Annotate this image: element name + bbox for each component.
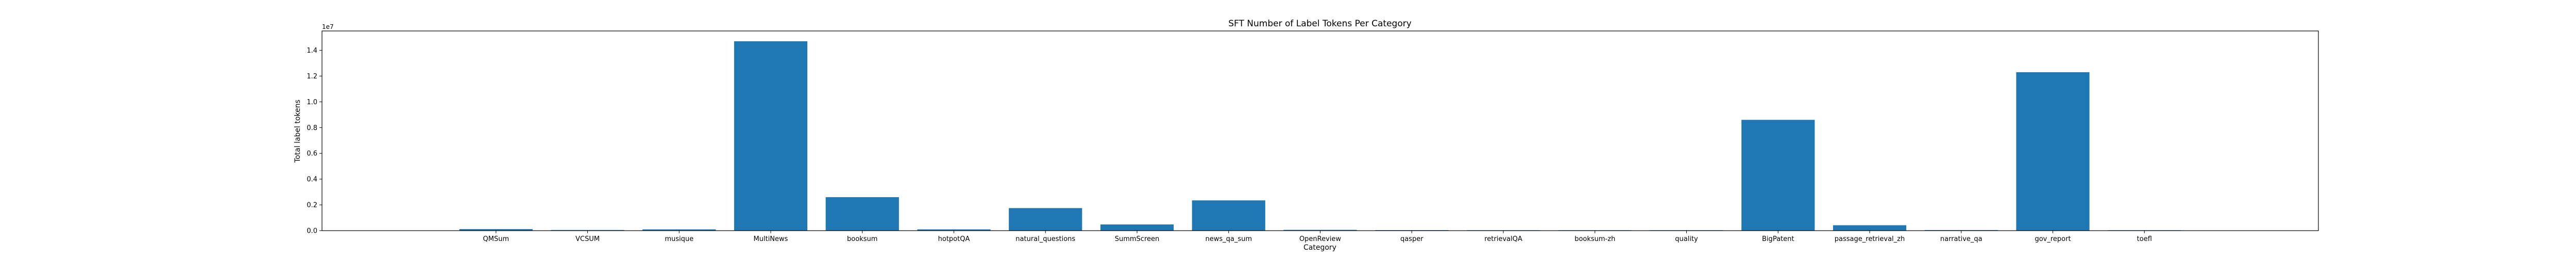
x-tick-label: news_qa_sum <box>1205 235 1252 243</box>
x-axis-title: Category <box>1303 244 1336 252</box>
x-tick-label: booksum <box>847 235 877 243</box>
bar-natural_questions <box>1009 208 1082 231</box>
y-tick-label: 0.2 <box>307 202 317 209</box>
y-tick-label: 0.0 <box>307 228 317 235</box>
x-tick-label: hotpotQA <box>938 235 970 243</box>
y-tick-label: 1.0 <box>307 99 317 106</box>
x-axis: QMSum VCSUM musique MultiNews booksum hotpotQ… <box>483 231 2152 243</box>
chart-title: SFT Number of Label Tokens Per Category <box>1228 19 1412 29</box>
bar-hotpotQA <box>917 229 991 231</box>
bar-MultiNews <box>734 41 808 231</box>
bar-QMSum <box>459 229 533 231</box>
x-tick-label: retrievalQA <box>1484 235 1522 243</box>
bar-passage_retrieval_zh <box>1833 225 1907 231</box>
y-tick-label: 0.8 <box>307 124 317 132</box>
y-tick-label: 1.2 <box>307 73 317 80</box>
bar-gov_report <box>2016 72 2090 231</box>
x-tick-label: QMSum <box>483 235 509 243</box>
y-tick-label: 1.4 <box>307 47 317 55</box>
x-tick-label: gov_report <box>2035 235 2071 243</box>
x-tick-label: toefl <box>2137 235 2152 243</box>
x-tick-label: MultiNews <box>754 235 788 243</box>
y-axis-title: Total label tokens <box>294 100 302 163</box>
x-tick-label: narrative_qa <box>1940 235 1982 243</box>
y-axis: 0.0 0.2 0.4 0.6 0.8 1.0 1.2 1.4 <box>307 47 322 235</box>
bar-musique <box>642 229 716 231</box>
x-tick-label: natural_questions <box>1015 235 1075 243</box>
x-tick-label: musique <box>665 235 693 243</box>
x-tick-label: booksum-zh <box>1574 235 1615 243</box>
x-tick-label: VCSUM <box>575 235 600 243</box>
bar-VCSUM <box>551 230 624 231</box>
bars <box>459 41 2181 231</box>
x-tick-label: qasper <box>1400 235 1423 243</box>
y-offset-label: 1e7 <box>322 23 334 30</box>
x-tick-label: quality <box>1675 235 1698 243</box>
y-tick-label: 0.6 <box>307 150 317 158</box>
x-tick-label: SummScreen <box>1115 235 1160 243</box>
bar-booksum <box>825 197 899 231</box>
bar-news_qa_sum <box>1192 200 1265 231</box>
y-tick-label: 0.4 <box>307 176 317 184</box>
bar-SummScreen <box>1100 224 1174 231</box>
plot-frame <box>321 30 2319 231</box>
x-tick-label: OpenReview <box>1299 235 1341 243</box>
bar-OpenReview <box>1283 230 1357 231</box>
x-tick-label: BigPatent <box>1762 235 1794 243</box>
x-tick-label: passage_retrieval_zh <box>1835 235 1905 243</box>
bar-BigPatent <box>1741 120 1815 231</box>
